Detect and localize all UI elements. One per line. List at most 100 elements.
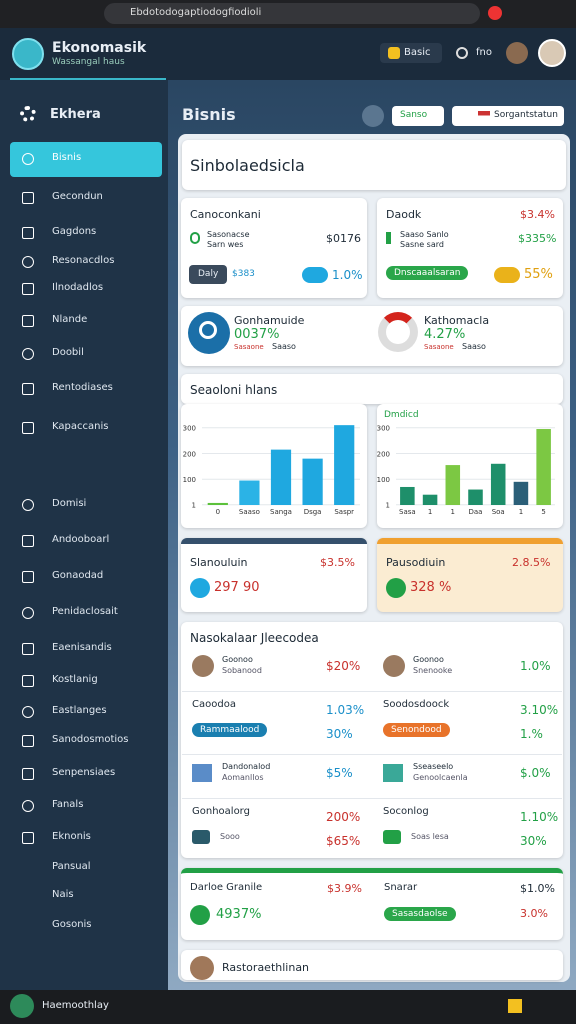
- sidebar-item[interactable]: Sanodosmotios: [52, 734, 129, 745]
- clock-icon[interactable]: [456, 47, 468, 59]
- list-label: Caoodoa: [192, 699, 236, 710]
- section-title: Seaoloni hlans: [190, 383, 278, 397]
- card-link[interactable]: $383: [232, 269, 255, 279]
- sidebar-item[interactable]: Domisi: [52, 498, 87, 509]
- summary-value: 297 90: [214, 580, 260, 595]
- tool-button[interactable]: [362, 105, 384, 127]
- metric-sub: Saaso: [272, 342, 296, 351]
- summary-title: Slanouluin: [190, 556, 248, 569]
- card-title: Canoconkani: [190, 208, 261, 221]
- list-divider: [182, 754, 562, 755]
- extension-icon[interactable]: [488, 6, 502, 20]
- card-sub: Sasonacse: [207, 230, 250, 239]
- y-tick-label: 1: [386, 502, 390, 510]
- list-label: Gonhoalorg: [192, 806, 250, 817]
- card-pct: 55%: [524, 267, 553, 282]
- list-value: 1.10%: [520, 810, 559, 824]
- metric-value: 0037%: [234, 327, 280, 342]
- sidebar-icon: [22, 499, 34, 511]
- dropdown-label: Sorgantstatun: [494, 110, 558, 120]
- list-sub: Snenooke: [413, 666, 453, 675]
- list-thumb: [192, 830, 210, 844]
- sidebar-icon: [22, 535, 34, 547]
- x-tick-label: Saspr: [334, 508, 354, 516]
- app-header: [0, 28, 576, 80]
- address-bar[interactable]: [104, 3, 480, 24]
- x-tick-label: 1: [428, 508, 432, 516]
- list-value: $20%: [326, 659, 361, 673]
- chart-card: [377, 404, 563, 528]
- sidebar-item[interactable]: Kapaccanis: [52, 421, 109, 432]
- avatar[interactable]: [506, 42, 528, 64]
- summary-value: 328 %: [410, 580, 452, 595]
- sidebar: [0, 80, 168, 992]
- footer-card: [181, 868, 563, 940]
- sidebar-item[interactable]: Gosonis: [52, 919, 92, 930]
- y-tick-label: 200: [183, 450, 196, 458]
- sidebar-active[interactable]: [10, 142, 162, 177]
- profile-avatar[interactable]: [538, 39, 566, 67]
- list-value: $65%: [326, 834, 361, 848]
- card-title: Daodk: [386, 208, 422, 221]
- sidebar-icon: [22, 315, 34, 327]
- bar: [270, 449, 292, 505]
- card-icon: [190, 232, 200, 244]
- taskbar-icon[interactable]: [508, 999, 522, 1013]
- sidebar-item[interactable]: Nais: [52, 889, 74, 900]
- x-tick-label: Saaso: [239, 508, 260, 516]
- y-tick-label: 100: [377, 476, 390, 484]
- list-thumb: [383, 764, 403, 782]
- footer-right-value: 3.0%: [520, 907, 548, 920]
- sidebar-icon: [22, 768, 34, 780]
- sidebar-item[interactable]: Pansual: [52, 861, 91, 872]
- sidebar-item[interactable]: Doobil: [52, 347, 84, 358]
- sidebar-item[interactable]: Eaenisandis: [52, 642, 112, 653]
- card-button[interactable]: Dnscaaalsaran: [386, 266, 469, 280]
- metrics-box: [181, 306, 563, 366]
- sidebar-icon: [22, 706, 34, 718]
- list-tag[interactable]: Senondood: [383, 723, 450, 737]
- sidebar-item[interactable]: Fanals: [52, 799, 84, 810]
- x-tick-label: Soa: [492, 508, 505, 516]
- gauge: [378, 312, 418, 352]
- sidebar-icon: [22, 643, 34, 655]
- logo[interactable]: [12, 38, 44, 70]
- list-tag[interactable]: Rammaalood: [192, 723, 268, 737]
- footer-left-value: 4937%: [216, 907, 262, 922]
- taskbar-title: Haemoothlay: [42, 1000, 109, 1011]
- sidebar-item[interactable]: Senpensiaes: [52, 767, 116, 778]
- sidebar-item[interactable]: Bisnis: [52, 152, 82, 163]
- card-top: $3.4%: [520, 208, 555, 221]
- sidebar-item[interactable]: Resonacdlos: [52, 255, 115, 266]
- sidebar-item[interactable]: Ilnodadlos: [52, 282, 104, 293]
- button-1[interactable]: [392, 106, 444, 126]
- list-value: 3.10%: [520, 703, 559, 717]
- sidebar-item[interactable]: Gonaodad: [52, 570, 104, 581]
- menu-label[interactable]: fno: [476, 47, 492, 58]
- sidebar-item[interactable]: Andooboarl: [52, 534, 110, 545]
- sidebar-item[interactable]: Eknonis: [52, 831, 91, 842]
- taskbar-avatar[interactable]: [10, 994, 34, 1018]
- list-divider: [182, 798, 562, 799]
- sidebar-item[interactable]: Nlande: [52, 314, 88, 325]
- button-1-label: Sanso: [400, 110, 428, 120]
- sidebar-item[interactable]: Gagdons: [52, 226, 97, 237]
- footer-button[interactable]: Sasasdaolse: [384, 907, 456, 921]
- bar: [536, 429, 551, 505]
- y-tick-label: 1: [192, 502, 196, 510]
- sidebar-item[interactable]: Eastlanges: [52, 705, 107, 716]
- sidebar-item[interactable]: Penidaclosait: [52, 606, 118, 617]
- app-title: Ekonomasik: [52, 40, 147, 56]
- x-tick-label: 5: [541, 508, 545, 516]
- summary-card: [377, 538, 563, 612]
- sidebar-item[interactable]: Gecondun: [52, 191, 103, 202]
- list-label: Sseaseelo: [413, 762, 454, 771]
- sidebar-icon: [22, 607, 34, 619]
- sidebar-item[interactable]: Kostlanig: [52, 674, 98, 685]
- card-button[interactable]: [189, 265, 227, 284]
- panel-title: Sinbolaedsicla: [190, 156, 305, 175]
- sidebar-item[interactable]: Rentodiases: [52, 382, 113, 393]
- bar: [239, 480, 260, 505]
- list-divider: [182, 691, 562, 692]
